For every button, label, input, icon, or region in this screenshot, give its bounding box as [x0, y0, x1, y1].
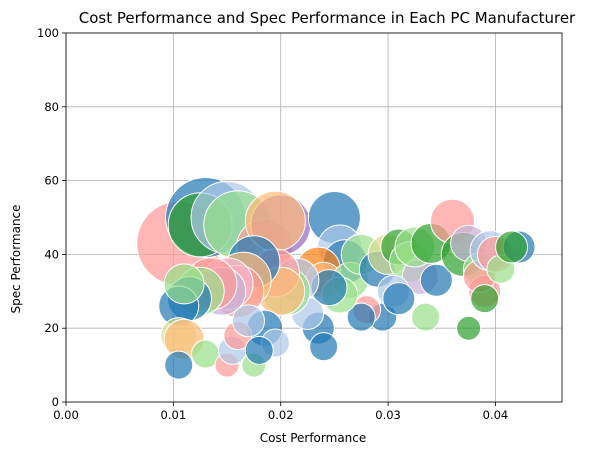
y-axis-label: Spec Performance	[9, 204, 23, 313]
data-point	[411, 302, 441, 332]
data-points	[136, 177, 536, 380]
data-point	[164, 350, 194, 380]
data-point	[495, 230, 529, 264]
y-tick-label: 20	[44, 321, 59, 335]
x-axis-label: Cost Performance	[260, 431, 367, 445]
data-point	[244, 335, 274, 365]
x-tick-label: 0.00	[53, 408, 79, 422]
data-point	[346, 302, 376, 332]
x-tick-label: 0.03	[375, 408, 401, 422]
data-point	[309, 332, 339, 362]
x-tick-label: 0.01	[161, 408, 187, 422]
y-tick-label: 100	[37, 26, 59, 40]
y-tick-label: 40	[44, 247, 59, 261]
y-tick-label: 0	[52, 395, 59, 409]
data-point	[382, 282, 416, 316]
data-point	[456, 315, 482, 341]
y-tick-label: 60	[44, 174, 59, 188]
y-tick-label: 80	[44, 100, 59, 114]
data-point	[470, 284, 500, 314]
plot-frame	[65, 32, 563, 403]
chart-title: Cost Performance and Spec Performance in…	[79, 9, 576, 27]
x-tick-label: 0.02	[268, 408, 294, 422]
data-point	[232, 304, 266, 338]
x-tick-label: 0.04	[483, 408, 509, 422]
y-axis-ticks: 0 20 40 60 80 100	[37, 26, 66, 409]
x-axis-ticks: 0.00 0.01 0.02 0.03 0.04	[53, 402, 508, 422]
data-point	[419, 263, 453, 297]
data-point	[163, 263, 205, 305]
